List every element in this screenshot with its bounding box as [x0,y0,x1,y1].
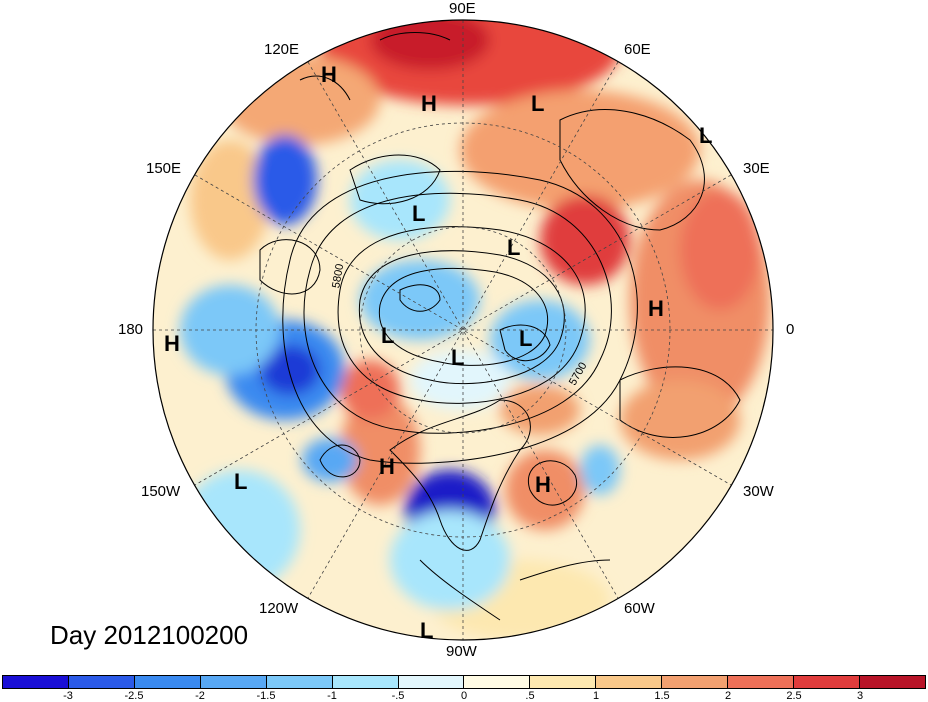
pressure-center-marker: L [699,123,713,148]
colorbar-tick-label: 2 [724,690,732,702]
colorbar-swatch [728,676,795,688]
colorbar-swatch [68,676,135,688]
colorbar-tick-label: -2 [195,690,205,702]
colorbar-swatch [662,676,729,688]
colorbar-labels: -3 -2.5 -2 -1.5 -1 -.5 0 .5 1 1.5 2 2.5 3 [2,690,926,702]
lon-label: 180 [118,321,144,338]
pressure-center-marker: H [379,454,395,479]
colorbar-tick-label: -3 [63,690,73,702]
date-title: Day 2012100200 [50,620,249,650]
colorbar-swatch [859,676,925,688]
lon-label: 120E [264,41,300,58]
colorbar-swatch [596,676,663,688]
colorbar-swatch [3,676,69,688]
pressure-center-marker: H [321,62,337,87]
colorbar-tick-label: -2.5 [124,690,144,702]
anomaly-field [180,20,770,640]
colorbar-tick-label: 3 [856,690,864,702]
lon-label: 60E [624,41,651,58]
colorbar-tick-label: -.5 [391,690,405,702]
colorbar-tick-label: .5 [525,690,535,702]
pressure-center-marker: L [451,345,465,370]
lon-label: 60W [624,600,655,617]
lon-label: 90E [449,0,476,17]
colorbar-tick-label: 2.5 [786,690,802,702]
colorbar-swatch [134,676,201,688]
colorbar-tick-label: 0 [460,690,468,702]
lon-label: 30W [743,483,774,500]
pressure-center-marker: L [507,235,521,260]
coastlines [259,32,741,621]
pressure-center-marker: L [531,91,545,116]
pressure-center-marker: L [519,326,533,351]
colorbar-swatch [464,676,531,688]
colorbar-swatch [266,676,333,688]
colorbar-tick-label: -1 [327,690,337,702]
map-border [152,19,774,641]
lon-label: 0 [786,321,795,338]
graticule [153,20,773,640]
colorbar-tick-label: 1 [592,690,600,702]
colorbar-swatch [200,676,267,688]
colorbar [2,675,926,689]
pressure-center-marker: H [421,91,437,116]
colorbar-swatch [398,676,465,688]
lon-label: 30E [743,160,770,177]
colorbar-swatch [332,676,399,688]
pressure-center-marker: H [164,331,180,356]
pressure-center-marker: L [412,201,426,226]
pressure-center-marker: L [381,323,395,348]
lon-label: 150E [146,160,182,177]
colorbar-tick-label: -1.5 [256,690,276,702]
lon-label: 150W [141,483,181,500]
pressure-center-marker: L [420,618,434,643]
colorbar-swatch [794,676,860,688]
pressure-center-marker: H [648,296,664,321]
pressure-center-marker: H [535,472,551,497]
colorbar-tick-label: 1.5 [654,690,670,702]
lon-label: 90W [446,643,477,660]
lon-label: 120W [259,600,299,617]
colorbar-swatch [530,676,597,688]
pressure-center-marker: L [234,469,248,494]
